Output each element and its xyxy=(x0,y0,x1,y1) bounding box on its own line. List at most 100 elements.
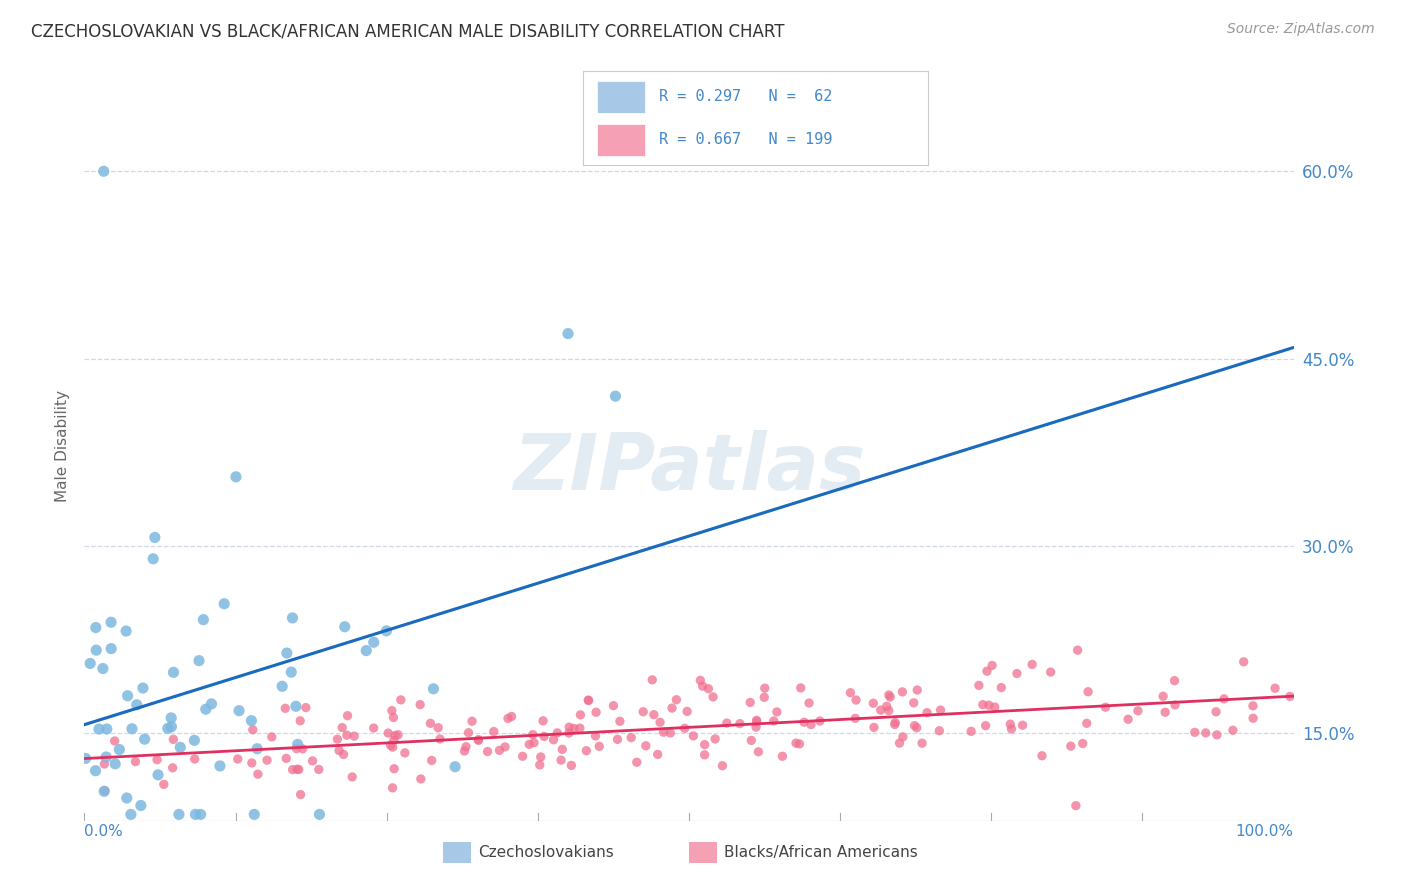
Point xyxy=(1077,684,1099,698)
Point xyxy=(100,615,122,630)
Point xyxy=(1213,691,1236,706)
Point xyxy=(162,665,184,680)
Point xyxy=(1094,700,1116,714)
Point xyxy=(740,696,762,710)
Point xyxy=(665,692,688,706)
Point xyxy=(789,737,811,751)
Point xyxy=(530,750,553,764)
Point xyxy=(160,720,183,734)
Text: Source: ZipAtlas.com: Source: ZipAtlas.com xyxy=(1227,22,1375,37)
Point xyxy=(844,711,866,725)
Point xyxy=(409,698,432,712)
Point xyxy=(142,551,165,566)
Point xyxy=(673,721,696,735)
Point xyxy=(287,763,309,777)
Point xyxy=(190,807,212,822)
Point xyxy=(381,740,404,755)
Point xyxy=(290,714,312,728)
Point xyxy=(648,715,671,730)
Point xyxy=(693,747,716,762)
Point xyxy=(1031,748,1053,763)
Point xyxy=(1066,643,1088,657)
Point xyxy=(291,741,314,756)
Point xyxy=(745,714,768,729)
Point xyxy=(467,732,489,747)
Point xyxy=(620,731,643,745)
Point xyxy=(557,326,579,341)
Point xyxy=(380,739,402,753)
Point xyxy=(972,698,994,712)
Point xyxy=(797,696,820,710)
Point xyxy=(301,754,323,768)
Point xyxy=(1205,705,1227,719)
Point xyxy=(381,780,404,795)
Point xyxy=(93,784,115,798)
Point xyxy=(1116,712,1139,726)
Point xyxy=(84,764,107,778)
Point xyxy=(1264,681,1286,696)
Point xyxy=(1011,718,1033,732)
Point xyxy=(363,721,385,735)
Point xyxy=(457,725,479,739)
Point xyxy=(702,690,724,704)
Point xyxy=(280,665,302,680)
Point xyxy=(382,762,405,776)
Point xyxy=(606,732,628,747)
Point xyxy=(1005,666,1028,681)
Text: R = 0.667   N = 199: R = 0.667 N = 199 xyxy=(659,132,832,147)
Point xyxy=(905,721,928,735)
Point xyxy=(745,720,768,734)
Point xyxy=(790,681,813,695)
Point xyxy=(1163,673,1185,688)
Point xyxy=(87,722,110,736)
Point xyxy=(193,613,215,627)
Point xyxy=(143,531,166,545)
Point xyxy=(271,679,294,693)
Point xyxy=(169,740,191,755)
Point xyxy=(281,763,304,777)
Point xyxy=(529,757,551,772)
Point xyxy=(745,714,768,728)
Point xyxy=(93,164,115,178)
Text: CZECHOSLOVAKIAN VS BLACK/AFRICAN AMERICAN MALE DISABILITY CORRELATION CHART: CZECHOSLOVAKIAN VS BLACK/AFRICAN AMERICA… xyxy=(31,22,785,40)
Point xyxy=(104,734,127,748)
Point xyxy=(928,723,950,738)
Point xyxy=(546,726,568,740)
Point xyxy=(104,756,127,771)
Point xyxy=(643,707,665,722)
Point xyxy=(605,389,627,403)
Point xyxy=(84,621,107,635)
Point xyxy=(183,752,205,766)
Point xyxy=(330,721,353,735)
Point xyxy=(246,741,269,756)
Point xyxy=(1064,798,1087,813)
Point xyxy=(184,807,207,822)
Point xyxy=(512,749,534,764)
Point xyxy=(560,758,582,772)
Point xyxy=(194,702,217,716)
Point xyxy=(740,733,762,747)
Point xyxy=(602,698,624,713)
Point xyxy=(1060,739,1083,753)
Point xyxy=(716,716,738,731)
Point xyxy=(770,749,793,764)
Point xyxy=(609,714,631,729)
Point xyxy=(1039,665,1062,679)
Point xyxy=(1152,690,1174,704)
Text: Blacks/African Americans: Blacks/African Americans xyxy=(724,846,918,860)
Point xyxy=(862,696,884,710)
Point xyxy=(146,768,169,782)
Point xyxy=(990,681,1012,695)
Point xyxy=(869,703,891,717)
Point xyxy=(146,753,169,767)
Point xyxy=(522,728,544,742)
Point xyxy=(562,722,585,736)
Point xyxy=(387,728,409,742)
Point xyxy=(477,745,499,759)
Point xyxy=(326,732,349,747)
Point xyxy=(692,679,714,693)
Point xyxy=(124,755,146,769)
Point xyxy=(793,715,815,730)
Point xyxy=(382,733,405,747)
Point xyxy=(631,705,654,719)
